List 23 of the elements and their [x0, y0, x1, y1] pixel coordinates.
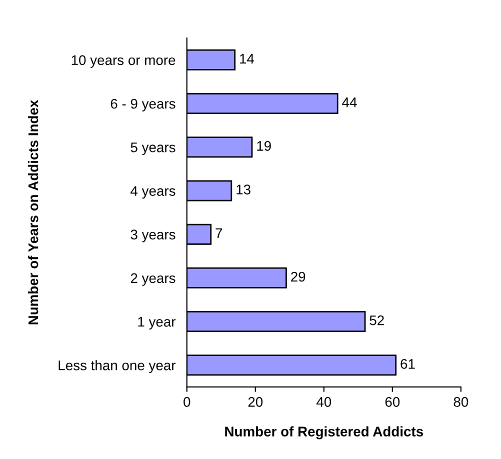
y-tick-label: Less than one year	[58, 360, 176, 374]
x-axis-title: Number of Registered Addicts	[225, 426, 424, 440]
y-tick-label: 2 years	[130, 273, 176, 286]
x-tick-label: 0	[184, 397, 190, 407]
data-label: 19	[257, 141, 271, 151]
data-label: 14	[240, 54, 254, 64]
data-label: 44	[342, 98, 357, 108]
x-tick-label: 80	[454, 397, 468, 407]
x-tick-label: 20	[248, 397, 263, 407]
data-label: 7	[216, 228, 222, 238]
data-label: 13	[236, 184, 250, 194]
y-tick-label: 10 years or more	[72, 55, 176, 68]
x-tick-label: 60	[385, 397, 400, 407]
y-tick-label: 3 years	[130, 230, 176, 242]
y-axis-title: Number of Years on Addicts Index	[28, 100, 38, 324]
x-tick-label: 40	[316, 397, 332, 407]
y-tick-label: 6 - 9 years	[110, 98, 176, 112]
data-label: 29	[291, 272, 306, 282]
y-tick-label: 1 year	[138, 317, 176, 330]
y-tick-label: 4 years	[130, 186, 176, 199]
data-label: 61	[400, 359, 415, 369]
data-label: 52	[370, 315, 384, 326]
y-tick-label: 5 years	[130, 142, 176, 156]
